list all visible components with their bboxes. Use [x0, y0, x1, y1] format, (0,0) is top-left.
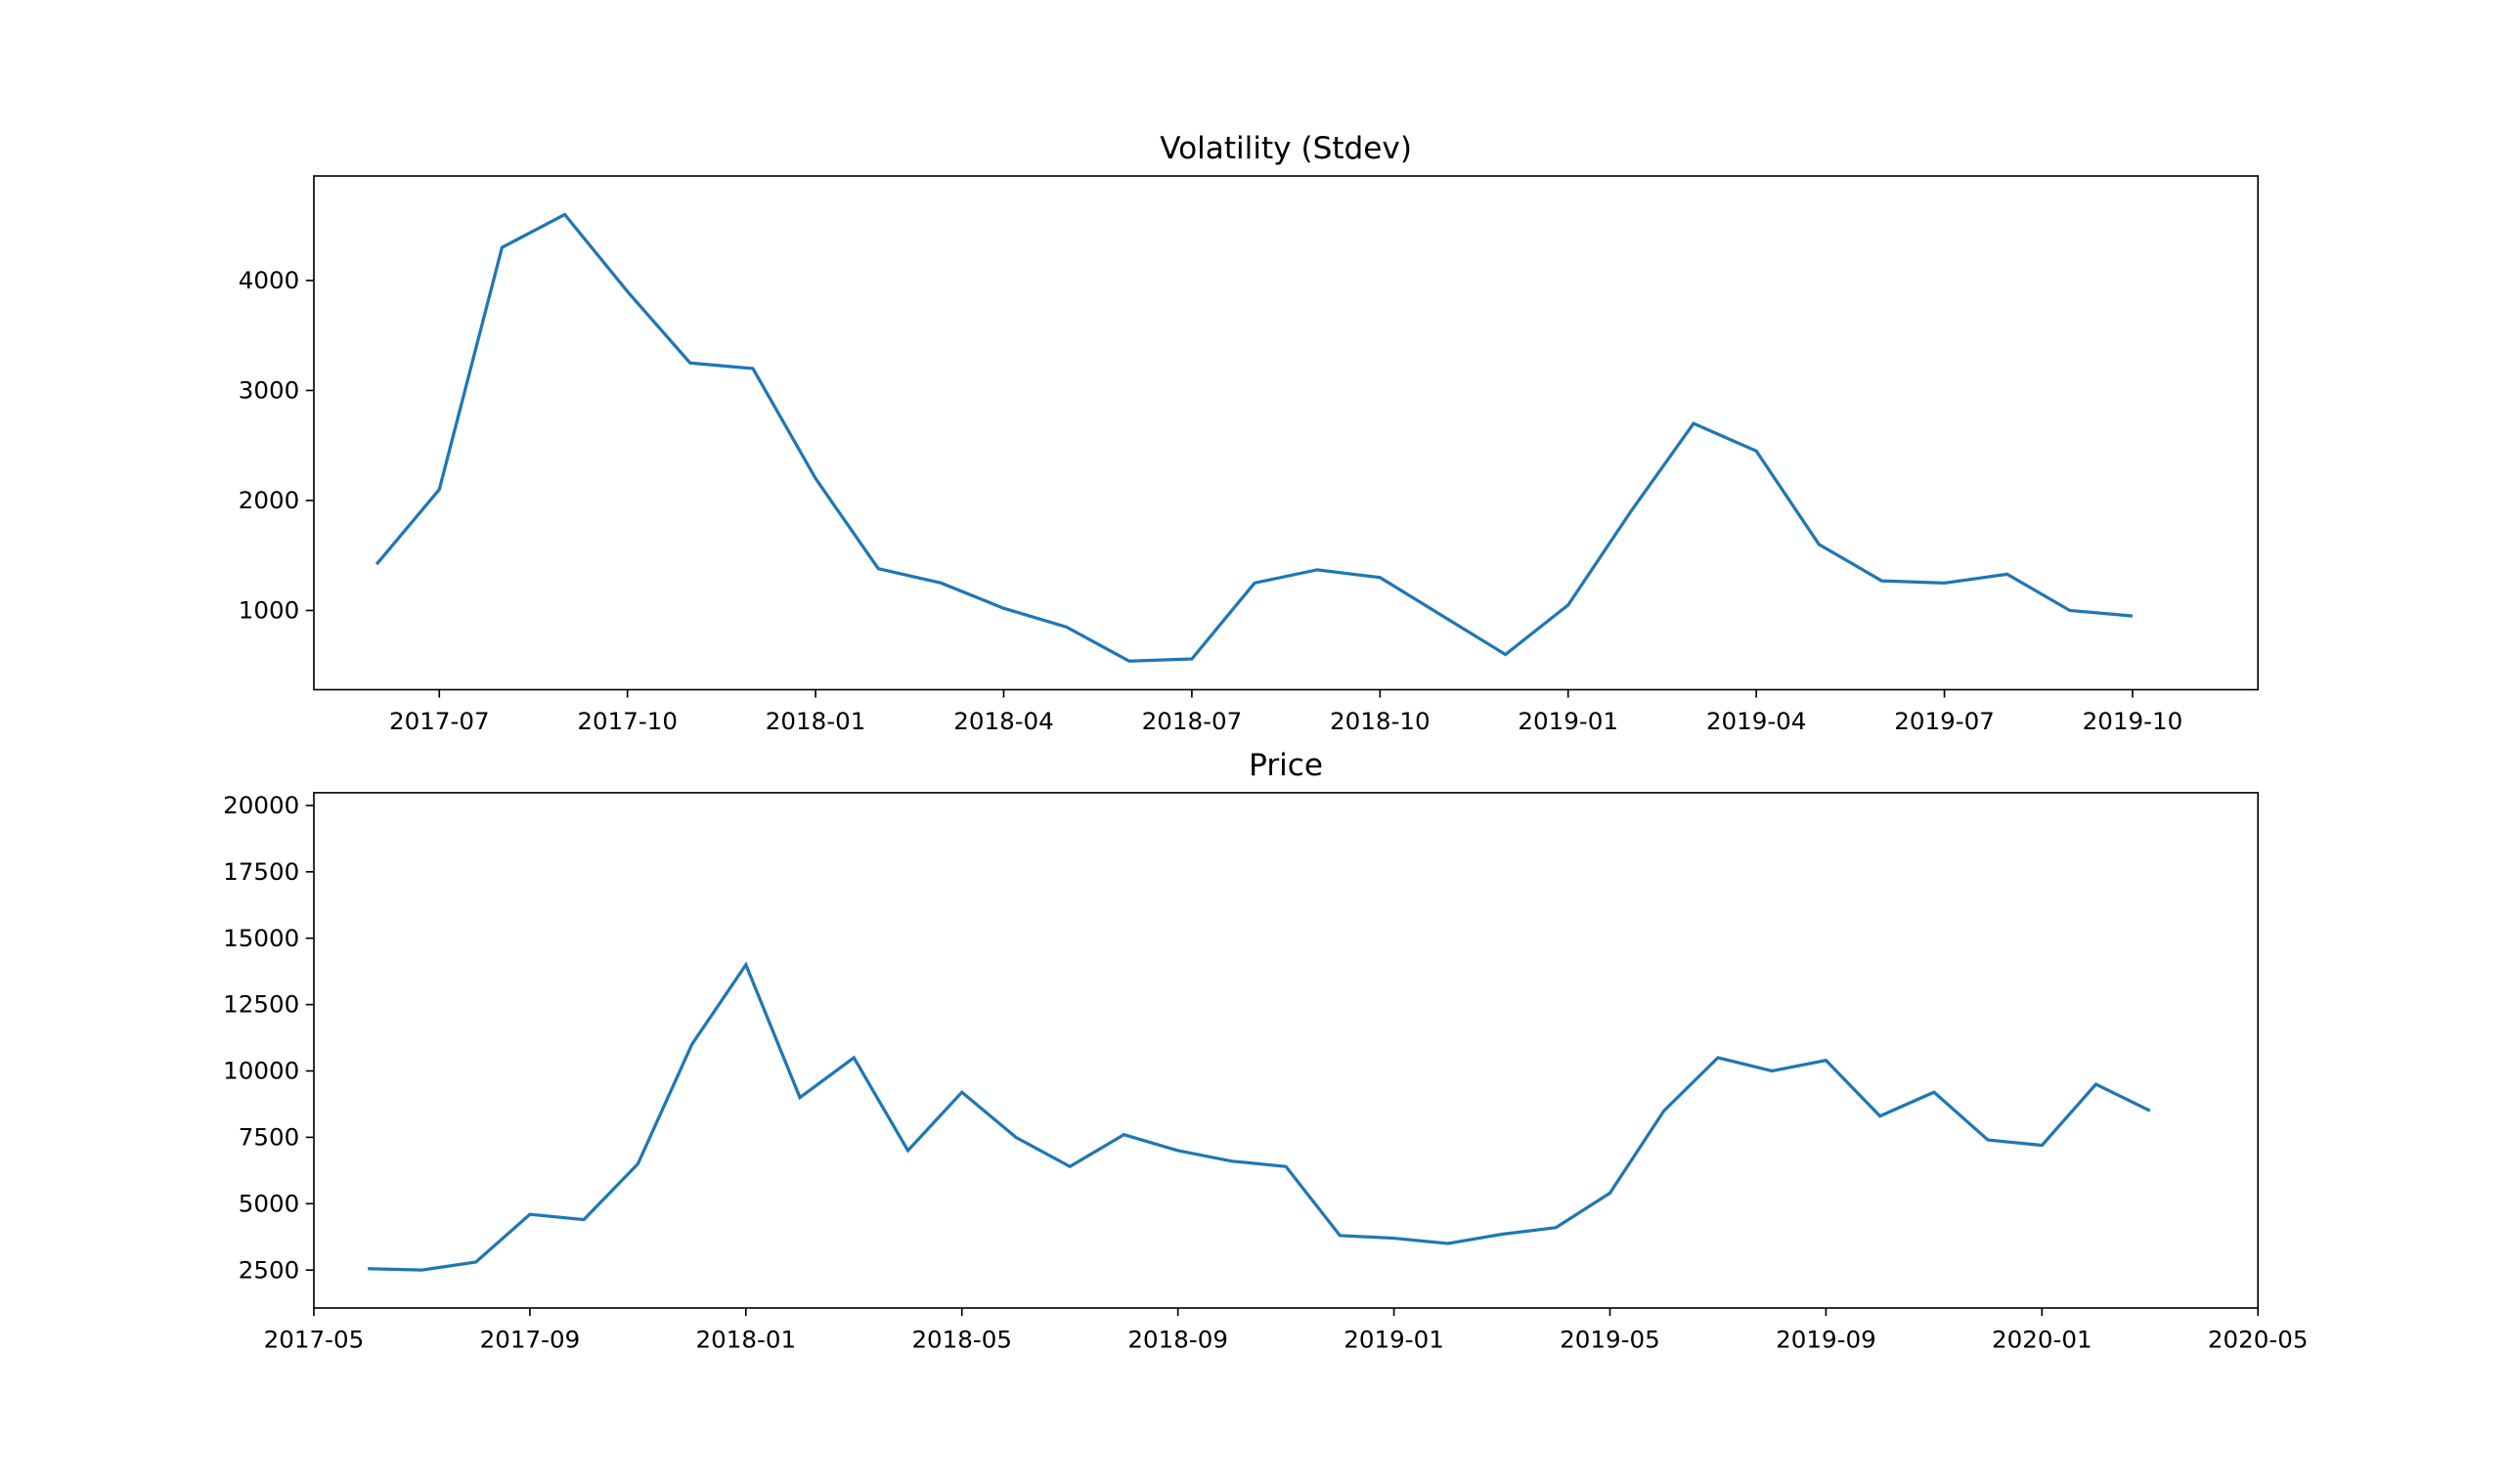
- x-tick-label: 2017-05: [264, 1326, 365, 1354]
- y-tick-label: 2000: [239, 486, 300, 514]
- y-tick-label: 12500: [223, 990, 299, 1019]
- chart-title: Price: [1249, 748, 1323, 783]
- x-tick-label: 2018-07: [1142, 707, 1243, 735]
- x-tick-label: 2019-09: [1776, 1326, 1876, 1354]
- y-tick-label: 5000: [239, 1189, 300, 1217]
- axes-frame: [313, 175, 2260, 691]
- price-line: [368, 961, 2151, 1272]
- chart-title: Volatility (Stdev): [1160, 131, 1412, 166]
- y-tick-label: 7500: [239, 1123, 300, 1152]
- x-tick-label: 2018-09: [1127, 1326, 1228, 1354]
- y-tick-label: 4000: [239, 266, 300, 294]
- x-tick-label: 2017-09: [480, 1326, 581, 1354]
- x-tick-label: 2019-04: [1706, 707, 1807, 735]
- x-tick-label: 2020-05: [2208, 1326, 2309, 1354]
- price-line: [374, 212, 2134, 663]
- x-tick-label: 2018-01: [766, 707, 866, 735]
- y-tick-label: 17500: [223, 857, 299, 886]
- y-tick-label: 15000: [223, 924, 299, 952]
- x-tick-label: 2019-07: [1894, 707, 1995, 735]
- x-tick-label: 2019-01: [1344, 1326, 1444, 1354]
- x-tick-label: 2020-01: [1992, 1326, 2092, 1354]
- y-tick-label: 3000: [239, 376, 300, 405]
- x-tick-label: 2018-04: [953, 707, 1054, 735]
- y-tick-label: 20000: [223, 791, 299, 819]
- x-tick-label: 2017-07: [389, 707, 490, 735]
- x-tick-label: 2018-05: [911, 1326, 1012, 1354]
- y-tick-label: 2500: [239, 1255, 300, 1284]
- axes-frame: [313, 792, 2260, 1309]
- y-tick-label: 1000: [239, 596, 300, 625]
- y-tick-label: 10000: [223, 1057, 299, 1085]
- x-tick-label: 2017-10: [577, 707, 678, 735]
- x-tick-label: 2019-10: [2083, 707, 2183, 735]
- x-tick-label: 2018-01: [696, 1326, 797, 1354]
- x-tick-label: 2018-10: [1330, 707, 1431, 735]
- x-tick-label: 2019-01: [1518, 707, 1618, 735]
- x-tick-label: 2019-05: [1560, 1326, 1660, 1354]
